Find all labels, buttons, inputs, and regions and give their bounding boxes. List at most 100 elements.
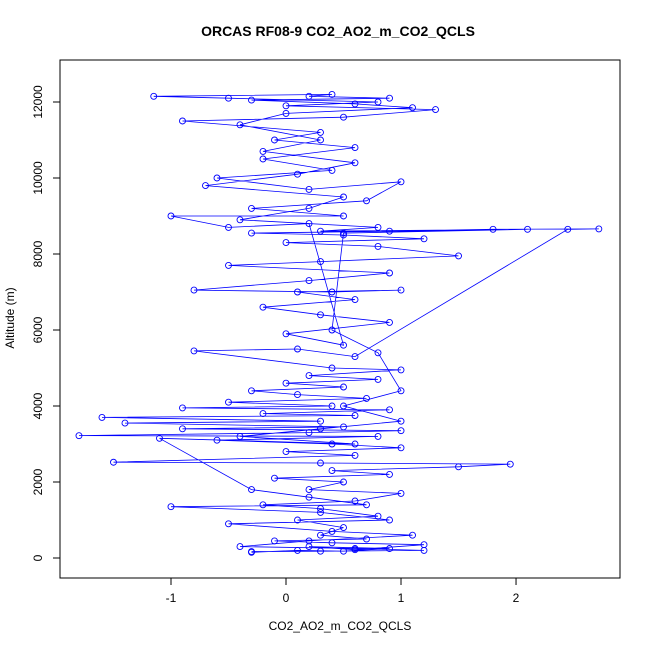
data-point xyxy=(179,404,186,412)
data-point xyxy=(328,166,336,174)
data-point xyxy=(167,212,175,220)
y-tick-label: 12000 xyxy=(31,85,45,119)
data-point xyxy=(225,398,232,406)
data-point xyxy=(317,258,324,266)
x-tick-label: -1 xyxy=(166,591,177,605)
x-tick-label: 2 xyxy=(513,591,520,605)
data-point xyxy=(305,92,313,100)
data-point xyxy=(317,311,324,319)
data-point xyxy=(363,501,370,509)
data-point xyxy=(150,92,158,100)
data-point xyxy=(386,269,393,277)
data-point xyxy=(317,505,324,513)
data-point xyxy=(190,286,198,294)
data-point xyxy=(386,318,393,326)
data-point xyxy=(386,470,393,478)
data-point xyxy=(317,417,324,425)
data-point xyxy=(340,113,347,121)
data-point xyxy=(282,330,290,338)
data-point xyxy=(294,516,301,524)
y-tick-label: 2000 xyxy=(31,468,45,495)
data-point xyxy=(340,229,347,237)
x-tick-label: 1 xyxy=(398,591,405,605)
data-point xyxy=(248,229,255,237)
data-point xyxy=(271,136,278,144)
x-tick-label: 0 xyxy=(283,591,290,605)
data-point xyxy=(282,239,290,247)
data-point xyxy=(340,231,347,239)
data-point xyxy=(156,434,163,442)
data-point xyxy=(340,524,347,532)
data-point xyxy=(351,545,359,552)
data-point xyxy=(340,193,347,201)
data-point xyxy=(328,539,336,547)
data-point xyxy=(121,419,129,427)
data-point xyxy=(351,412,359,419)
data-point xyxy=(236,121,244,129)
data-point xyxy=(397,387,405,395)
data-point xyxy=(202,182,209,190)
data-point xyxy=(374,512,382,520)
data-point xyxy=(248,486,255,494)
data-point xyxy=(386,516,393,524)
data-point xyxy=(282,102,290,110)
data-point xyxy=(374,349,382,357)
data-point xyxy=(282,379,290,387)
data-point xyxy=(397,286,405,294)
data-point xyxy=(374,242,382,250)
data-point xyxy=(294,345,301,353)
data-point xyxy=(282,109,290,117)
data-point xyxy=(351,100,359,108)
data-point xyxy=(351,353,359,361)
data-point xyxy=(236,432,244,440)
data-point xyxy=(409,104,416,112)
data-point xyxy=(328,90,336,98)
data-point xyxy=(340,423,347,431)
data-point xyxy=(259,147,267,155)
data-point xyxy=(259,303,267,311)
data-point xyxy=(305,537,313,545)
data-point xyxy=(328,527,336,535)
data-point xyxy=(351,451,359,459)
data-point xyxy=(294,288,301,296)
data-point xyxy=(351,296,359,304)
x-axis-label: CO2_AO2_m_CO2_QCLS xyxy=(269,619,412,633)
data-point xyxy=(294,546,301,554)
data-point xyxy=(179,117,186,125)
data-point xyxy=(271,537,278,545)
data-point xyxy=(351,159,359,167)
data-point xyxy=(328,440,336,448)
data-point xyxy=(363,535,370,543)
data-point xyxy=(340,478,347,486)
data-point xyxy=(317,425,324,433)
data-point xyxy=(225,223,232,231)
data-point xyxy=(420,235,428,243)
data-point xyxy=(225,94,232,102)
data-point xyxy=(317,508,324,516)
data-point xyxy=(179,425,186,433)
data-point xyxy=(420,546,428,554)
data-point xyxy=(397,178,405,186)
data-point xyxy=(259,155,267,163)
data-point xyxy=(374,432,382,440)
data-point xyxy=(409,531,416,539)
data-point xyxy=(397,417,405,425)
data-point xyxy=(305,185,313,193)
data-point xyxy=(305,204,313,212)
y-tick-label: 4000 xyxy=(31,392,45,419)
data-point xyxy=(397,444,405,452)
data-point xyxy=(386,406,393,414)
data-point xyxy=(386,94,393,102)
data-point xyxy=(397,489,405,497)
data-point xyxy=(248,548,255,556)
data-point xyxy=(213,436,221,444)
data-point xyxy=(294,170,301,178)
data-point xyxy=(524,225,531,233)
data-point xyxy=(386,227,393,235)
data-point xyxy=(190,347,198,355)
data-point xyxy=(259,410,267,418)
data-point xyxy=(317,531,324,539)
data-point xyxy=(340,341,347,349)
